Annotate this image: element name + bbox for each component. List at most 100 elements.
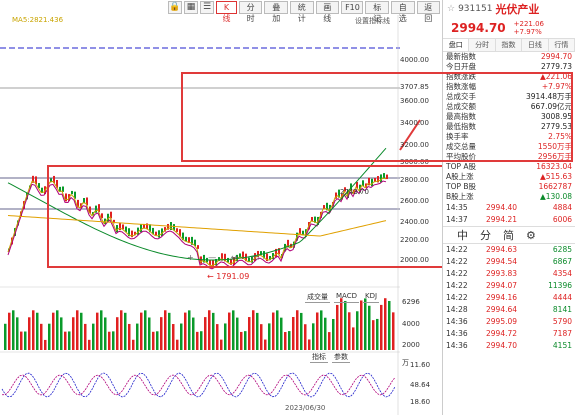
tick-trades-list: 14:22 2994.63 6285 14:22 2994.54 6867 14:2… [443,244,575,352]
volume-bar [328,332,331,350]
tab-params[interactable]: 参数 [332,353,350,363]
toolbar-watchlist-button[interactable]: 自选 [390,1,415,23]
toolbar-timeshare-button[interactable]: 分时 [238,1,263,23]
volume-bar [144,310,147,350]
volume-bar [220,339,223,350]
stat-row: 换手率 2.75% [446,132,572,142]
candle [62,186,64,192]
candle [182,232,184,241]
tick-price: 2995.09 [486,317,518,326]
kdj-d-line [1,374,396,396]
candle [86,197,88,206]
candle [269,255,271,261]
toolbar-overlay-button[interactable]: 叠加 [264,1,288,23]
index-stats-list: 最新指数 2994.70 今日开盘 2779.73 指数涨跌 ▲221.06 指数涨幅… [443,52,575,202]
stat-value: 2.75% [548,132,572,141]
stat-row: A股上涨 ▲515.63 [446,172,572,182]
chinese-mode-icon[interactable]: 中 [457,229,468,242]
stat-value: 1550万手 [537,142,572,151]
stat-row: B股上涨 ▲130.08 [446,192,572,202]
volume-bar [336,304,339,350]
stat-row: 指数涨跌 ▲221.06 [446,72,572,82]
candle [155,231,157,236]
candle [287,239,289,248]
split-view-icon[interactable]: 分 [480,229,491,242]
ma5-line [7,177,387,267]
candle [239,253,241,258]
volume-bar [344,300,347,350]
candle [35,176,37,185]
lock-icon[interactable]: 🔒 [168,1,182,14]
candle [95,205,97,213]
candle [197,245,199,249]
candle [335,192,337,199]
y-tick-label: 2800.00 [400,176,429,184]
kline-chart-area[interactable]: 🔒 ▦ ☰ K线 分时 叠加 统计 画线 F10 标记 自选 返回 MA5:28… [0,0,447,415]
tick-price: 2994.63 [486,245,518,254]
grid-icon[interactable]: ▦ [184,1,198,14]
tick-time: 14:22 [446,269,468,278]
stat-row: 总成交手 3914.48万手 [446,92,572,102]
toolbar-back-button[interactable]: 返回 [416,1,441,23]
volume-bar [392,312,395,350]
kline-chart-canvas[interactable] [0,0,440,415]
y-tick-label: 2400.00 [400,218,429,226]
candle [302,230,304,235]
stat-label: TOP A股 [446,162,477,171]
simple-view-icon[interactable]: 简 [503,229,514,242]
candle [188,237,190,243]
stat-row: 平均股价 2956万手 [446,152,572,162]
stat-value: 2779.53 [540,122,572,131]
candle [260,251,262,256]
tab-volume[interactable]: 成交量 [305,293,330,303]
candle [185,236,187,242]
tick-row: 14:22 2993.83 4354 [446,268,572,280]
favorite-star-icon[interactable]: ☆ [447,4,456,14]
tick-time: 14:22 [446,281,468,290]
toolbar-mark-button[interactable]: 标记 [365,1,389,23]
candle [116,224,118,233]
candle [89,206,91,214]
tab-orderbook[interactable]: 盘口 [443,39,470,51]
list-icon[interactable]: ☰ [200,1,214,14]
candle [350,183,352,191]
price-change: +221.06 [513,20,545,28]
toolbar-draw-button[interactable]: 画线 [315,1,340,23]
tab-market[interactable]: 行情 [549,39,575,51]
stat-label: 今日开盘 [446,62,476,71]
volume-bar [388,300,391,350]
toolbar-f10-button[interactable]: F10 [341,1,364,14]
volume-bar [356,311,359,350]
tab-timeshare[interactable]: 分时 [469,39,496,51]
stat-row: 指数涨幅 +7.97% [446,82,572,92]
candle [242,251,244,259]
tab-kdj[interactable]: KDJ [362,292,380,303]
indicator-settings-link[interactable]: 设置指标线 [355,17,390,25]
candle [50,178,52,182]
volume-bar [20,331,23,350]
volume-bar [296,310,299,350]
tick-price: 2994.16 [486,293,518,302]
tick-row: 14:22 2994.63 6285 [446,244,572,256]
volume-bar [176,339,179,350]
crosshair-tools[interactable]: + — ↔ ▭ [187,253,266,262]
candle [377,176,379,183]
toolbar-stats-button[interactable]: 统计 [289,1,314,23]
tab-index[interactable]: 指数 [496,39,523,51]
volume-bar [4,323,7,350]
current-price: 2994.70 [451,21,506,35]
volume-bar [116,317,119,350]
volume-bar [56,310,59,350]
tick-row: 14:22 2994.54 6867 [446,256,572,268]
candle [299,228,301,235]
tab-daily[interactable]: 日线 [522,39,549,51]
volume-bar [228,312,231,350]
tab-macd[interactable]: MACD [334,292,359,303]
stat-label: 最低指数 [446,122,476,131]
settings-gear-icon[interactable]: ⚙ [526,228,536,242]
toolbar-kline-button[interactable]: K线 [216,1,237,23]
tick-time: 14:22 [446,245,468,254]
tab-indicator[interactable]: 指标 [310,353,328,363]
ma-indicator-label: MA5:2821.436 [12,16,64,24]
volume-bar [8,312,11,350]
